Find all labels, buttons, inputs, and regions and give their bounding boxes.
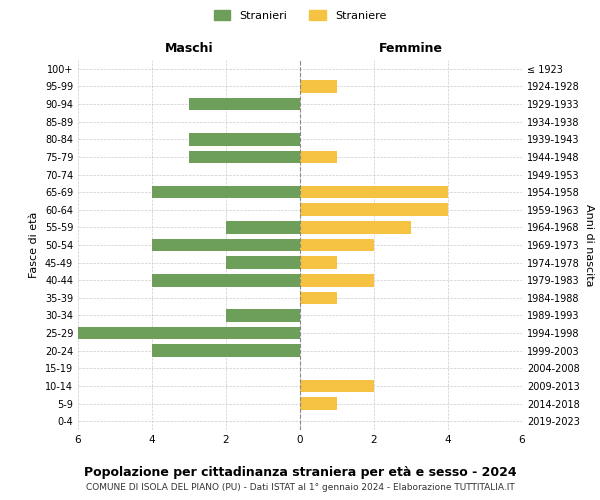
Bar	[152, 186, 300, 198]
Bar	[152, 274, 300, 286]
Bar	[300, 80, 337, 93]
Bar	[300, 150, 337, 163]
Bar	[300, 380, 374, 392]
Legend: Stranieri, Straniere: Stranieri, Straniere	[209, 6, 391, 25]
Bar	[300, 238, 374, 252]
Bar	[300, 221, 411, 234]
Bar	[226, 309, 300, 322]
Bar	[78, 327, 300, 340]
Bar	[189, 98, 300, 110]
Text: Femmine: Femmine	[379, 42, 443, 54]
Text: COMUNE DI ISOLA DEL PIANO (PU) - Dati ISTAT al 1° gennaio 2024 - Elaborazione TU: COMUNE DI ISOLA DEL PIANO (PU) - Dati IS…	[86, 484, 514, 492]
Bar	[300, 274, 374, 286]
Y-axis label: Fasce di età: Fasce di età	[29, 212, 39, 278]
Bar	[300, 397, 337, 410]
Bar	[300, 256, 337, 269]
Bar	[226, 221, 300, 234]
Bar	[152, 344, 300, 357]
Bar	[189, 133, 300, 145]
Text: Maschi: Maschi	[164, 42, 214, 54]
Bar	[226, 256, 300, 269]
Y-axis label: Anni di nascita: Anni di nascita	[584, 204, 593, 286]
Text: Popolazione per cittadinanza straniera per età e sesso - 2024: Popolazione per cittadinanza straniera p…	[83, 466, 517, 479]
Bar	[189, 150, 300, 163]
Bar	[300, 292, 337, 304]
Bar	[300, 186, 448, 198]
Bar	[152, 238, 300, 252]
Bar	[300, 204, 448, 216]
